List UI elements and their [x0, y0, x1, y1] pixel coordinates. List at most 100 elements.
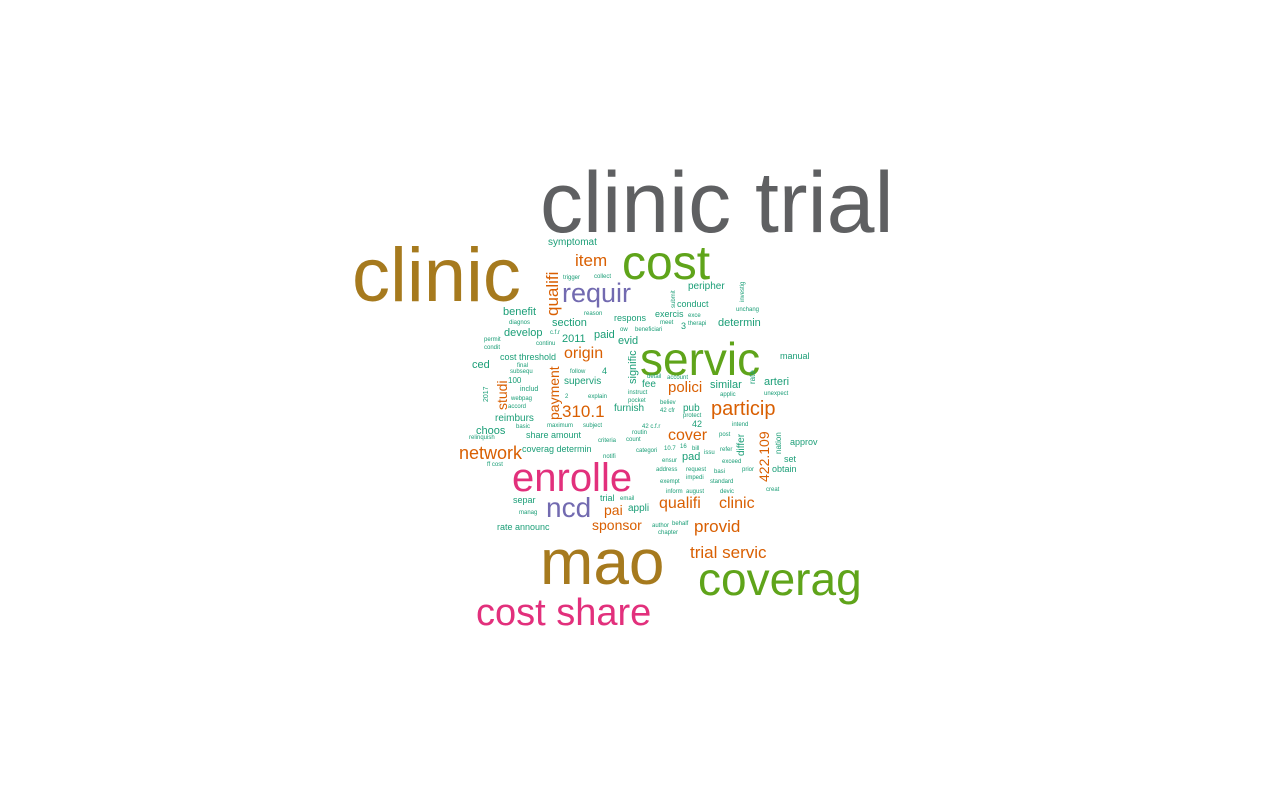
cloud-word: choos — [476, 425, 506, 437]
cloud-word: meet — [660, 320, 674, 326]
cloud-word: accord — [508, 404, 527, 410]
cloud-word: item — [575, 251, 608, 270]
cloud-word: criteria — [598, 438, 617, 444]
cloud-word: pai — [604, 502, 623, 518]
cloud-word: 16 — [680, 444, 687, 450]
cloud-word: signific — [627, 350, 639, 384]
cloud-word: therapi — [688, 321, 707, 327]
cloud-word: pad — [682, 451, 701, 463]
cloud-word: develop — [504, 327, 543, 339]
cloud-word: prior — [742, 467, 755, 473]
cloud-word: intend — [732, 422, 749, 428]
cloud-word: coverag — [698, 553, 862, 605]
cloud-word: diagnos — [509, 320, 531, 326]
cloud-word: clinic — [719, 495, 755, 512]
cloud-word: issu — [704, 450, 715, 456]
cloud-word: symptomat — [548, 237, 597, 248]
cloud-word: explain — [588, 394, 608, 400]
cloud-word: set — [784, 454, 797, 464]
cloud-word: clinic — [352, 233, 521, 318]
cloud-word: post — [719, 432, 731, 438]
cloud-word: cover — [668, 427, 708, 444]
cloud-word: manual — [780, 351, 810, 361]
cloud-word: protect — [683, 413, 702, 419]
cloud-word: ensur — [662, 458, 678, 464]
cloud-word: applic — [720, 392, 736, 398]
cloud-word: benefit — [503, 306, 537, 318]
cloud-word: behalf — [672, 521, 689, 527]
cloud-word: final — [517, 363, 529, 369]
cloud-word: 100 — [508, 376, 522, 385]
cloud-word: believ — [660, 400, 676, 406]
cloud-word: payment — [546, 366, 562, 420]
cloud-word: notifi — [603, 454, 616, 460]
cloud-word: section — [552, 317, 587, 329]
cloud-word: 2011 — [562, 333, 586, 345]
cloud-word: obtain — [772, 464, 797, 474]
cloud-word: provid — [694, 517, 741, 536]
cloud-word: differ — [736, 433, 747, 456]
cloud-word: address — [656, 467, 678, 473]
cloud-word: pocket — [628, 398, 646, 404]
cloud-word: basi — [714, 469, 726, 475]
cloud-word: share amount — [526, 430, 582, 440]
cloud-word: investig — [740, 281, 746, 302]
cloud-word: determin — [718, 317, 761, 329]
cloud-word: inform — [666, 489, 683, 495]
cloud-word: separ — [513, 495, 536, 505]
cloud-word: condit — [484, 345, 501, 351]
cloud-word: appli — [628, 503, 650, 514]
cloud-word: qualifi — [543, 271, 562, 316]
cloud-word: servic — [640, 333, 761, 385]
cloud-word: rate announc — [497, 522, 550, 532]
cloud-word: cost threshold — [500, 352, 557, 362]
cloud-word: unchang — [736, 307, 760, 313]
cloud-word: 310.1 — [562, 402, 605, 421]
cloud-word: network — [459, 443, 523, 463]
cloud-word: similar — [710, 379, 742, 391]
cloud-word: follow — [570, 369, 586, 375]
cloud-word: count — [626, 437, 641, 443]
cloud-word: permit — [484, 337, 501, 343]
cloud-word: enrolle — [512, 456, 633, 500]
cloud-word: particip — [711, 398, 776, 420]
cloud-word: 10.7 — [664, 446, 676, 452]
cloud-word: clinic trial — [540, 155, 894, 251]
cloud-word: 4 — [602, 366, 608, 376]
cloud-word: ced — [472, 359, 490, 371]
cloud-word: continu — [536, 341, 556, 347]
cloud-word: nation — [774, 432, 783, 454]
cloud-word: basic — [516, 424, 531, 430]
cloud-word: maximum — [547, 423, 574, 429]
cloud-word: collect — [594, 274, 612, 280]
cloud-word: includ — [520, 386, 539, 393]
cloud-word: submit — [671, 290, 677, 308]
cloud-word: fee — [642, 379, 656, 390]
cloud-word: pub — [683, 403, 700, 414]
cloud-word: 2017 — [483, 386, 490, 402]
cloud-word: origin — [564, 345, 604, 362]
cloud-word: relinquish — [469, 435, 495, 441]
cloud-word: 2 — [565, 394, 569, 400]
cloud-word: respons — [614, 313, 647, 323]
cloud-word: supervis — [564, 376, 602, 387]
cloud-word: approv — [790, 437, 818, 447]
cloud-word: chapter — [658, 530, 679, 536]
cloud-word: 42 c.f.r — [642, 424, 661, 430]
cloud-word: ff cost — [487, 462, 503, 468]
cloud-word: manag — [519, 510, 538, 516]
cloud-word: beneficiari — [635, 327, 663, 333]
cloud-word: paid — [594, 329, 615, 341]
cloud-word: subsequ — [510, 369, 533, 375]
cloud-word: exceed — [722, 459, 742, 465]
cloud-word: studi — [494, 380, 510, 410]
cloud-word: trial servic — [690, 543, 767, 562]
cloud-word: categori — [636, 448, 658, 454]
cloud-word: detail — [647, 374, 662, 380]
cloud-word: cost — [622, 237, 711, 290]
cloud-word: qualifi — [659, 495, 701, 512]
cloud-word: exempt — [660, 479, 680, 485]
cloud-word: polici — [668, 379, 703, 396]
cloud-word: coverag determin — [522, 444, 592, 454]
